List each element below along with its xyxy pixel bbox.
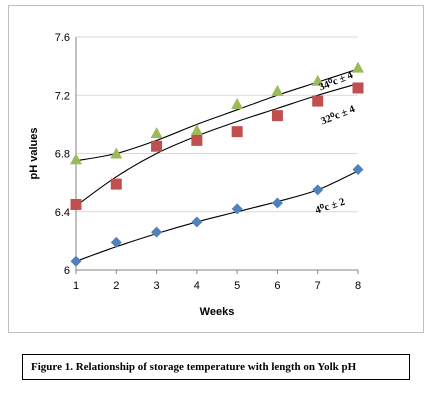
data-point-triangle (190, 124, 203, 136)
data-point-square (110, 178, 122, 190)
x-tick-label: 1 (73, 280, 79, 292)
x-tick-label: 3 (154, 280, 160, 292)
x-tick-label: 4 (194, 280, 200, 292)
y-tick-label: 6.8 (55, 149, 70, 161)
series-label: 4⁰c ± 2 (314, 196, 347, 217)
data-point-square (151, 140, 163, 152)
data-point-square (70, 198, 82, 210)
data-point-square (352, 82, 364, 94)
y-tick-label: 7.6 (55, 32, 70, 44)
data-point-triangle (311, 74, 324, 86)
data-point-triangle (352, 61, 364, 73)
x-tick-label: 7 (315, 280, 321, 292)
data-point-diamond (352, 164, 364, 176)
data-point-square (312, 95, 324, 107)
data-point-diamond (110, 236, 122, 248)
data-point-triangle (231, 97, 244, 109)
x-tick-label: 6 (274, 280, 280, 292)
y-axis-title: pH values (28, 128, 40, 180)
series-label: 32⁰c ± 4 (319, 103, 357, 128)
x-tick-label: 8 (355, 280, 361, 292)
y-tick-label: 6 (64, 265, 70, 277)
data-point-diamond (191, 216, 203, 228)
data-point-triangle (150, 127, 163, 139)
data-point-diamond (271, 197, 283, 209)
y-tick-label: 6.4 (55, 207, 70, 219)
y-tick-label: 7.2 (55, 90, 70, 102)
data-point-triangle (110, 147, 123, 159)
data-point-square (191, 134, 203, 146)
data-point-diamond (231, 203, 243, 215)
figure-caption: Figure 1. Relationship of storage temper… (31, 361, 357, 373)
data-point-diamond (312, 184, 324, 196)
chart-frame: 6 6.4 6.8 7.2 7.6 1 2 3 4 5 6 7 8 Weeks pH values 34⁰c … (8, 5, 424, 333)
data-point-triangle (271, 84, 284, 96)
x-tick-label: 5 (234, 280, 240, 292)
data-point-square (271, 110, 283, 122)
data-point-triangle (70, 153, 82, 165)
data-point-square (231, 126, 243, 138)
x-axis-title: Weeks (200, 306, 235, 318)
data-point-diamond (151, 226, 163, 238)
x-tick-label: 2 (113, 280, 119, 292)
data-point-diamond (70, 255, 82, 267)
figure-caption-box: Figure 1. Relationship of storage temper… (22, 354, 410, 380)
